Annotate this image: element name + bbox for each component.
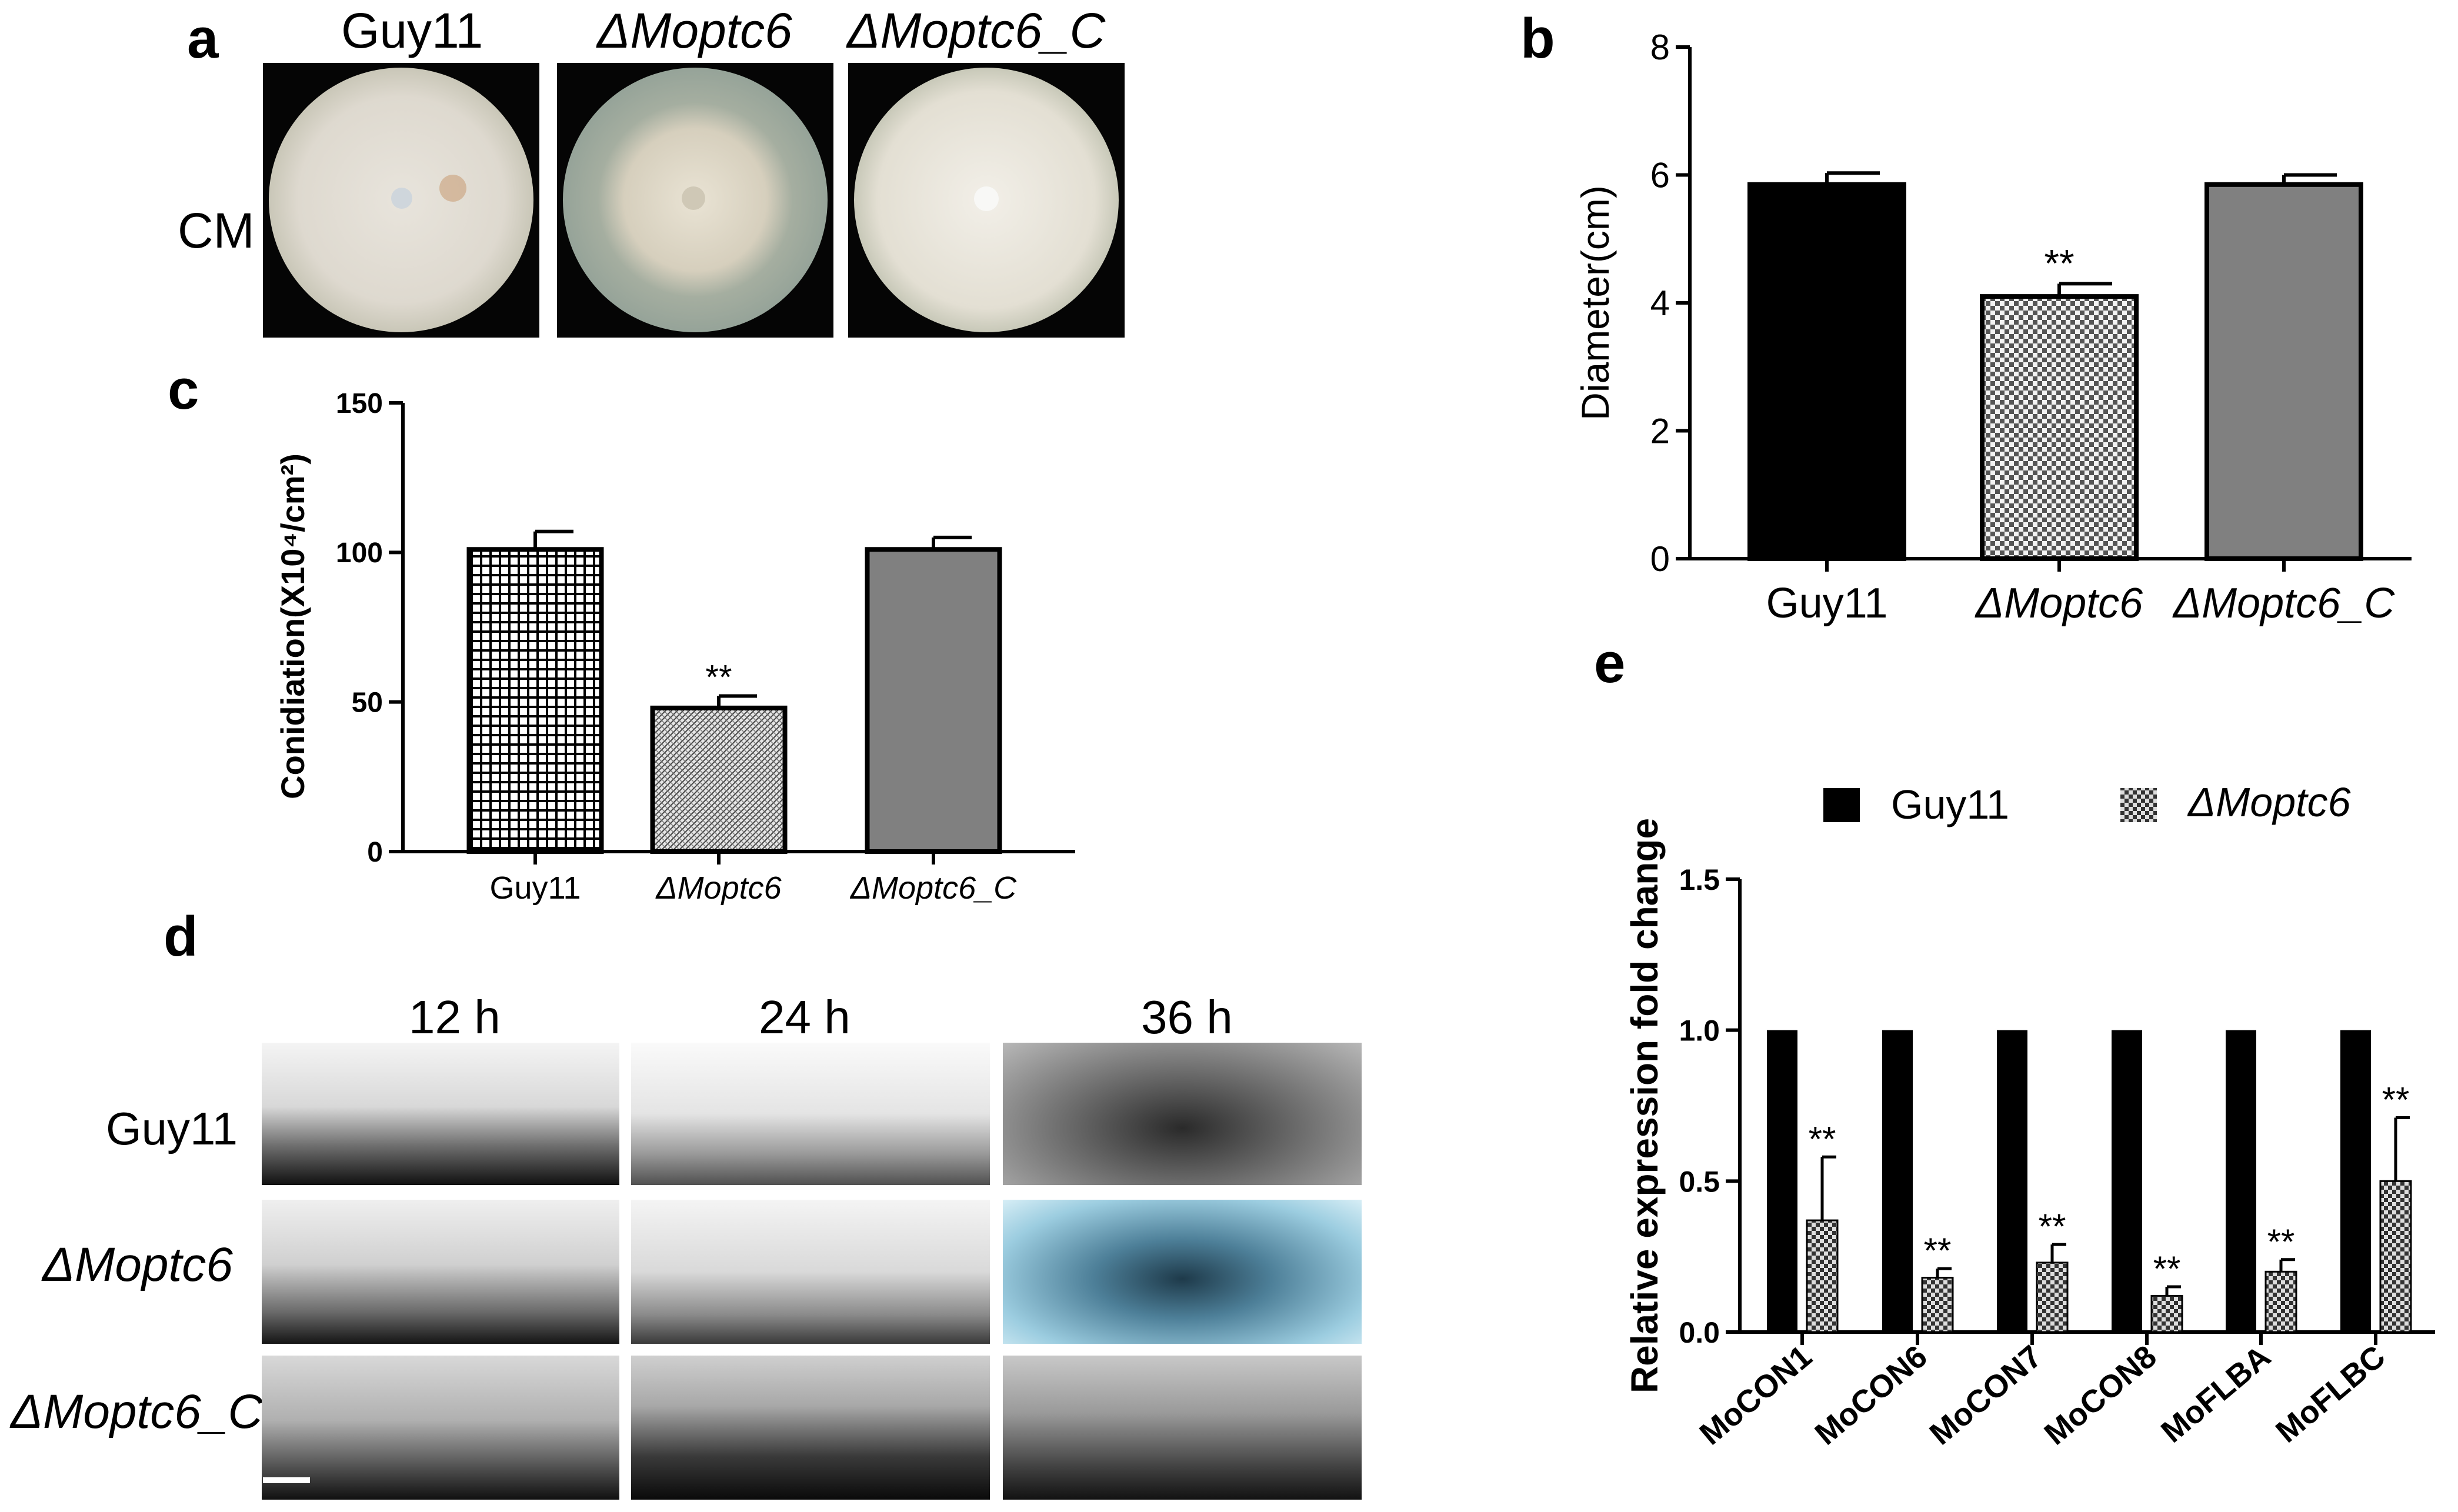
e-significance-label: **	[1924, 1231, 1952, 1270]
chart-e-legend: Guy11 ΔMoptc6	[1823, 779, 2351, 827]
e-category-label: MoCON7	[1923, 1339, 2048, 1452]
e-significance-label: **	[2382, 1080, 2410, 1120]
b-category-label: ΔMoptc6_C	[2172, 580, 2395, 627]
micrograph-guy11-24h	[631, 1043, 990, 1185]
b-category-label: ΔMoptc6	[1975, 580, 2143, 627]
c-bar	[466, 547, 604, 854]
e-ytick-label: 0.5	[1679, 1165, 1720, 1198]
scale-bar	[263, 1477, 310, 1483]
b-ytick-label: 2	[1650, 412, 1670, 451]
e-bar-guy11	[2226, 1030, 2256, 1332]
b-bar	[1747, 182, 1906, 561]
e-bar-moptc6	[2036, 1261, 2069, 1333]
c-ytick-label: 0	[367, 837, 383, 868]
e-bar-guy11	[1767, 1030, 1797, 1332]
micrograph-moptc6-c-24h	[631, 1356, 990, 1500]
c-significance-label: **	[705, 658, 732, 696]
e-significance-label: **	[2267, 1222, 2295, 1261]
e-bar-guy11	[2340, 1030, 2371, 1332]
legend-label-moptc6: ΔMoptc6	[2187, 779, 2351, 825]
e-bar-moptc6	[2379, 1180, 2412, 1333]
e-category-label: MoCON1	[1693, 1339, 1818, 1452]
panel-letter-d: d	[164, 905, 198, 968]
plate-image-moptc6-c	[848, 63, 1125, 338]
e-bar-guy11	[1882, 1030, 1913, 1332]
e-bar-moptc6	[1921, 1277, 1954, 1333]
plate-image-moptc6	[557, 63, 833, 338]
e-significance-label: **	[2153, 1249, 2181, 1289]
e-bar-moptc6	[2264, 1270, 2297, 1333]
plate-label-guy11: Guy11	[341, 3, 483, 58]
e-category-label: MoFLBC	[2269, 1339, 2392, 1450]
micrograph-moptc6-c-12h	[262, 1356, 619, 1500]
panel-letter-c: c	[168, 358, 199, 421]
b-significance-label: **	[2044, 241, 2074, 285]
c-ytick-label: 50	[352, 687, 383, 718]
row-label-cm: CM	[178, 203, 255, 258]
time-label-24h: 24 h	[759, 991, 851, 1043]
c-category-label: ΔMoptc6_C	[849, 870, 1017, 906]
panel-letter-b: b	[1520, 7, 1555, 70]
e-bar-moptc6	[2150, 1294, 2183, 1333]
micrograph-moptc6-24h	[631, 1200, 990, 1344]
b-category-label: Guy11	[1766, 580, 1888, 627]
e-bar-guy11	[1997, 1030, 2027, 1332]
chart-b-ylabel: Diameter(cm)	[1573, 185, 1617, 420]
b-ytick-label: 4	[1650, 283, 1670, 323]
e-category-label: MoCON6	[1808, 1339, 1933, 1452]
panel-letter-e: e	[1594, 632, 1626, 695]
c-category-label: Guy11	[489, 870, 581, 906]
c-bar	[865, 547, 1002, 854]
e-significance-label: **	[1809, 1119, 1836, 1159]
b-ytick-label: 8	[1650, 28, 1670, 67]
chart-e-ylabel: Relative expression fold change	[1623, 818, 1666, 1393]
c-category-label: ΔMoptc6	[655, 870, 782, 906]
micrograph-moptc6-12h	[262, 1200, 619, 1344]
e-significance-label: **	[2039, 1207, 2066, 1246]
time-label-36h: 36 h	[1141, 991, 1233, 1043]
micrograph-moptc6-36h	[1003, 1200, 1362, 1344]
b-ytick-label: 6	[1650, 156, 1670, 195]
plate-label-moptc6: ΔMoptc6	[597, 3, 792, 58]
b-ytick-label: 0	[1650, 539, 1670, 579]
panel-letter-a: a	[187, 7, 219, 70]
micrograph-guy11-36h	[1003, 1043, 1362, 1185]
chart-e-axes	[1738, 879, 2435, 1334]
micrograph-moptc6-c-36h	[1003, 1356, 1362, 1500]
row-label-guy11: Guy11	[106, 1103, 238, 1154]
time-label-12h: 12 h	[409, 991, 501, 1043]
chart-c-ylabel: Conidiation(X10⁴/cm²)	[274, 453, 311, 799]
e-bar-moptc6	[1806, 1219, 1839, 1333]
c-bar	[650, 705, 788, 854]
c-ytick-label: 150	[336, 388, 383, 419]
b-bar	[2204, 182, 2363, 561]
b-bar	[1980, 294, 2139, 561]
plate-image-guy11	[263, 63, 539, 338]
e-bar-guy11	[2112, 1030, 2142, 1332]
e-category-label: MoFLBA	[2154, 1339, 2277, 1450]
c-ytick-label: 100	[336, 538, 383, 569]
micrograph-guy11-12h	[262, 1043, 619, 1185]
plate-label-moptc6-c: ΔMoptc6_C	[847, 3, 1106, 58]
row-label-moptc6: ΔMoptc6	[42, 1238, 233, 1291]
row-label-moptc6-c: ΔMoptc6_C	[11, 1385, 263, 1438]
e-ytick-label: 1.0	[1679, 1014, 1720, 1047]
legend-swatch-guy11	[1823, 788, 1860, 822]
e-ytick-label: 1.5	[1679, 863, 1720, 896]
legend-label-guy11: Guy11	[1891, 782, 2009, 827]
e-ytick-label: 0.0	[1679, 1316, 1720, 1349]
legend-swatch-moptc6	[2120, 788, 2157, 822]
e-category-label: MoCON8	[2037, 1339, 2163, 1452]
